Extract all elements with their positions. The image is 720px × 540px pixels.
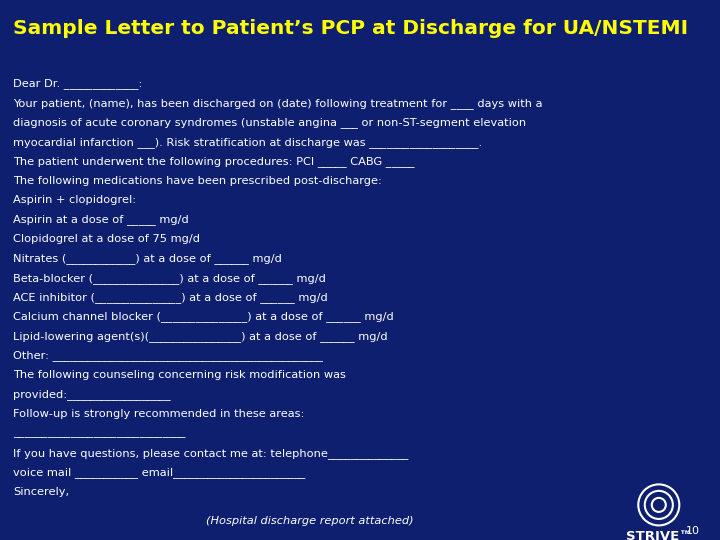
Text: STRIVE™: STRIVE™ <box>626 530 692 540</box>
Text: (Hospital discharge report attached): (Hospital discharge report attached) <box>206 516 413 526</box>
Text: Follow-up is strongly recommended in these areas:: Follow-up is strongly recommended in the… <box>13 409 305 419</box>
Text: diagnosis of acute coronary syndromes (unstable angina ___ or non-ST-segment ele: diagnosis of acute coronary syndromes (u… <box>13 117 526 128</box>
Text: ______________________________: ______________________________ <box>13 428 186 438</box>
Text: Nitrates (____________) at a dose of ______ mg/d: Nitrates (____________) at a dose of ___… <box>13 253 282 264</box>
Text: Calcium channel blocker (_______________) at a dose of ______ mg/d: Calcium channel blocker (_______________… <box>13 312 394 322</box>
Text: Sample Letter to Patient’s PCP at Discharge for UA/NSTEMI: Sample Letter to Patient’s PCP at Discha… <box>13 19 688 38</box>
Text: The following counseling concerning risk modification was: The following counseling concerning risk… <box>13 370 346 380</box>
Text: The following medications have been prescribed post-discharge:: The following medications have been pres… <box>13 176 382 186</box>
Text: Sincerely,: Sincerely, <box>13 487 69 497</box>
Text: The patient underwent the following procedures: PCI _____ CABG _____: The patient underwent the following proc… <box>13 156 415 167</box>
Text: 10: 10 <box>686 525 700 536</box>
Text: Aspirin at a dose of _____ mg/d: Aspirin at a dose of _____ mg/d <box>13 214 189 225</box>
Text: Beta-blocker (_______________) at a dose of ______ mg/d: Beta-blocker (_______________) at a dose… <box>13 273 326 284</box>
Text: voice mail ___________ email_______________________: voice mail ___________ email____________… <box>13 467 305 478</box>
Text: ACE inhibitor (_______________) at a dose of ______ mg/d: ACE inhibitor (_______________) at a dos… <box>13 292 328 303</box>
Text: Other: _______________________________________________: Other: _________________________________… <box>13 350 323 361</box>
Text: myocardial infarction ___). Risk stratification at discharge was _______________: myocardial infarction ___). Risk stratif… <box>13 137 482 147</box>
Text: Aspirin + clopidogrel:: Aspirin + clopidogrel: <box>13 195 136 205</box>
Text: Clopidogrel at a dose of 75 mg/d: Clopidogrel at a dose of 75 mg/d <box>13 234 200 244</box>
Text: Dear Dr. _____________:: Dear Dr. _____________: <box>13 78 143 89</box>
Text: provided:__________________: provided:__________________ <box>13 389 171 400</box>
Text: Lipid-lowering agent(s)(________________) at a dose of ______ mg/d: Lipid-lowering agent(s)(________________… <box>13 331 387 342</box>
Text: If you have questions, please contact me at: telephone______________: If you have questions, please contact me… <box>13 448 408 458</box>
Text: Your patient, (name), has been discharged on (date) following treatment for ____: Your patient, (name), has been discharge… <box>13 98 542 109</box>
